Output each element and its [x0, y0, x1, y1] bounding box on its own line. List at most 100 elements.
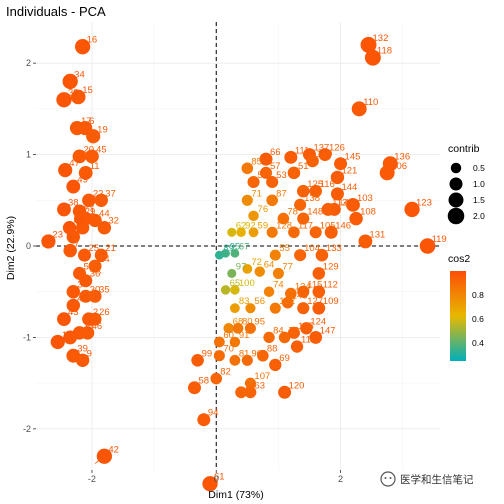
point-59 [248, 227, 259, 238]
x-tick-label: 2 [338, 474, 343, 484]
point-label-13: 13 [84, 321, 95, 332]
point-37 [94, 193, 108, 207]
point-133 [315, 248, 329, 262]
point-97 [227, 268, 237, 278]
point-label-41: 41 [74, 216, 85, 227]
point-label-118: 118 [377, 46, 392, 57]
point-label-107: 107 [254, 371, 270, 382]
point-label-145: 145 [345, 152, 361, 163]
point-label-19: 19 [97, 124, 108, 135]
point-label-71: 71 [251, 188, 262, 199]
point-67 [230, 248, 240, 258]
point-74 [263, 286, 275, 297]
point-label-104: 104 [304, 243, 320, 254]
point-124 [300, 322, 313, 335]
point-120 [278, 385, 292, 399]
point-119 [419, 238, 436, 254]
cos2-colorbar [450, 271, 466, 361]
point-label-6: 6 [89, 116, 94, 127]
point-label-9: 9 [87, 348, 92, 359]
colorbar-label: 0.8 [472, 290, 484, 300]
point-label-109: 109 [323, 296, 339, 307]
point-34 [62, 73, 78, 90]
size-legend-label: 0.5 [473, 163, 485, 173]
label-connector [82, 44, 89, 48]
point-148 [297, 212, 310, 225]
point-label-3: 3 [77, 280, 82, 291]
point-label-53: 53 [276, 170, 287, 181]
point-label-58: 58 [198, 376, 209, 387]
point-115 [297, 285, 310, 298]
colorbar-label: 0.6 [472, 314, 484, 324]
point-83 [229, 303, 240, 314]
point-43 [57, 312, 71, 327]
point-label-74: 74 [273, 280, 284, 291]
point-label-52: 52 [258, 170, 269, 181]
point-label-131: 131 [369, 229, 385, 240]
point-149 [306, 154, 319, 168]
point-65 [220, 285, 231, 295]
point-52 [247, 175, 260, 189]
point-45 [85, 149, 99, 164]
size-legend-key [449, 177, 463, 191]
point-label-122: 122 [279, 296, 295, 307]
point-label-138: 138 [304, 193, 320, 204]
point-label-127: 127 [307, 296, 323, 307]
x-axis-title: Dim1 (73%) [208, 489, 263, 501]
point-44 [88, 213, 102, 228]
point-87 [266, 194, 278, 207]
size-legend-key [448, 192, 464, 208]
point-95 [244, 322, 256, 334]
point-19 [86, 129, 101, 144]
point-label-39: 39 [77, 344, 88, 355]
point-label-54: 54 [245, 380, 256, 391]
point-label-60: 60 [223, 330, 234, 341]
point-144 [330, 187, 344, 201]
point-109 [312, 301, 326, 315]
point-36 [79, 274, 93, 288]
point-label-84: 84 [273, 325, 284, 336]
point-label-44: 44 [99, 208, 110, 219]
point-label-148: 148 [307, 207, 323, 218]
point-label-68: 68 [233, 316, 244, 327]
point-57 [259, 166, 273, 179]
size-legend-label: 2.0 [473, 211, 485, 221]
colorbar-label: 0.4 [472, 338, 484, 348]
point-85 [241, 162, 254, 175]
y-tick-label: -2 [23, 424, 31, 434]
point-55 [269, 249, 281, 261]
point-80 [232, 322, 244, 334]
point-54 [235, 386, 248, 399]
watermark: 医学和生信笔记 [380, 471, 474, 487]
point-132 [360, 36, 377, 53]
point-label-77: 77 [282, 261, 293, 272]
point-label-94: 94 [208, 408, 219, 419]
point-106 [379, 165, 395, 181]
point-label-25: 25 [88, 243, 99, 254]
point-114 [290, 340, 304, 353]
point-label-35: 35 [99, 284, 110, 295]
point-88 [257, 349, 269, 362]
point-22 [82, 193, 96, 207]
y-tick-label: 1 [26, 150, 31, 160]
axis-ticks-layer: -2 0 2 -2 -1 0 1 2 [23, 58, 343, 484]
point-91 [229, 336, 241, 348]
point-label-24: 24 [99, 254, 110, 265]
point-label-143: 143 [292, 291, 308, 302]
point-label-132: 132 [373, 33, 389, 44]
y-tick-label: 0 [26, 241, 31, 251]
point-116 [309, 184, 322, 198]
point-20 [72, 149, 87, 164]
point-107 [244, 377, 256, 389]
point-58 [187, 381, 201, 395]
point-label-37: 37 [105, 188, 116, 199]
point-9 [75, 353, 90, 367]
point-label-57: 57 [270, 161, 281, 172]
point-49 [66, 179, 81, 194]
point-69 [269, 358, 282, 372]
point-18 [75, 221, 90, 235]
size-legend-keys: 0.5 1.0 1.5 2.0 [447, 162, 485, 225]
point-label-62: 62 [236, 220, 247, 231]
point-label-33: 33 [68, 88, 79, 99]
point-label-70: 70 [223, 344, 234, 355]
